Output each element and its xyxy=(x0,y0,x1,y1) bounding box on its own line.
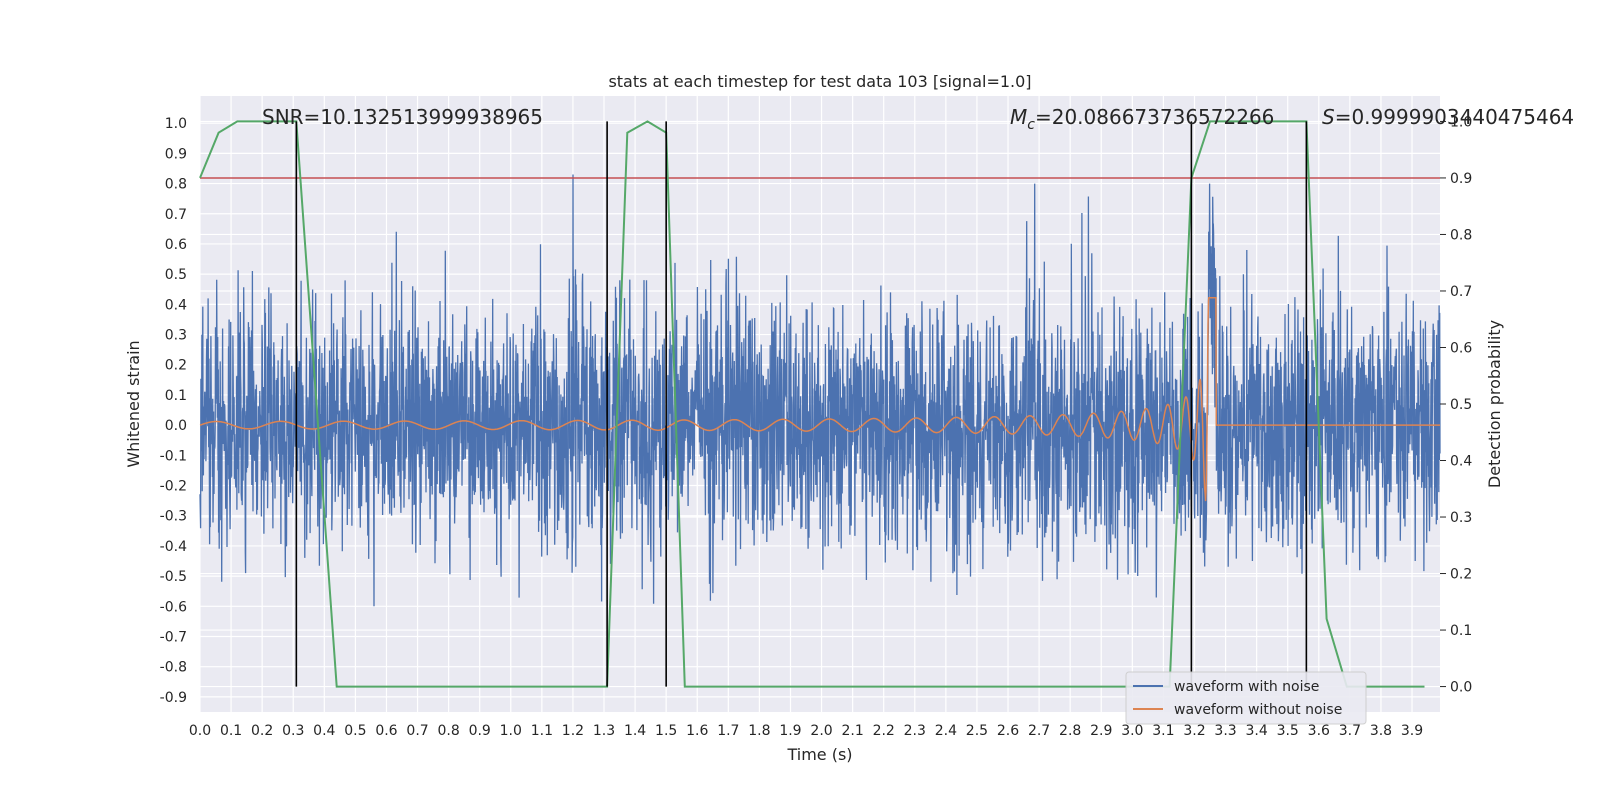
y2-tick-label: 0.0 xyxy=(1450,680,1472,696)
y2-tick-label: 0.9 xyxy=(1450,171,1472,187)
x-tick-label: 2.9 xyxy=(1090,723,1112,739)
x-tick-label: 2.0 xyxy=(810,723,832,739)
x-tick-label: 1.4 xyxy=(624,723,646,739)
s-symbol: S xyxy=(1322,105,1335,129)
y2-tick-label: 0.7 xyxy=(1450,284,1472,300)
x-tick-label: 1.7 xyxy=(717,723,739,739)
snr-annotation: SNR=10.132513999938965 xyxy=(262,105,543,129)
y-tick-label: 0.4 xyxy=(165,297,187,313)
y2-tick-labels: 1.0 0.9 0.8 0.7 0.6 0.5 0.4 0.3 0.2 0.1 0.0 xyxy=(1440,114,1472,696)
x-tick-label: 3.2 xyxy=(1183,723,1205,739)
legend-box xyxy=(1125,671,1367,725)
series-waveform-with-noise xyxy=(199,174,1441,607)
x-tick-label: 2.5 xyxy=(966,723,988,739)
y-tick-label: -0.5 xyxy=(160,569,187,585)
x-tick-label: 2.7 xyxy=(1028,723,1050,739)
x-tick-label: 0.5 xyxy=(344,723,366,739)
x-tick-label: 2.8 xyxy=(1059,723,1081,739)
y-tick-label: -0.4 xyxy=(160,539,187,555)
x-tick-label: 3.7 xyxy=(1339,723,1361,739)
y-tick-label: 0.2 xyxy=(165,358,187,374)
y-tick-label: -0.6 xyxy=(160,599,187,615)
event-markers xyxy=(295,121,1308,687)
x-tick-label: 3.8 xyxy=(1370,723,1392,739)
x-tick-label: 2.2 xyxy=(873,723,895,739)
y-tick-label: 1.0 xyxy=(165,116,187,132)
y-axis-label: Whitened strain xyxy=(124,340,143,467)
x-tick-label: 2.1 xyxy=(841,723,863,739)
x-tick-label: 0.6 xyxy=(375,723,397,739)
y-tick-label: 0.6 xyxy=(165,237,187,253)
x-tick-label: 1.3 xyxy=(593,723,615,739)
legend: waveform with noise waveform without noi… xyxy=(1125,671,1367,725)
y-tick-label: -0.1 xyxy=(160,448,187,464)
series-detection-probability xyxy=(199,120,1425,688)
x-tick-label: 2.6 xyxy=(997,723,1019,739)
y2-tick-label: 0.2 xyxy=(1450,567,1472,583)
x-tick-label: 3.3 xyxy=(1214,723,1236,739)
detection-probability-series xyxy=(199,120,1425,688)
y-tick-label: -0.7 xyxy=(160,630,187,646)
s-annotation: S=0.9999903440475464 xyxy=(1322,105,1574,129)
x-tick-label: 1.6 xyxy=(686,723,708,739)
x-tick-label: 1.5 xyxy=(655,723,677,739)
x-tick-label: 2.4 xyxy=(935,723,957,739)
y-tick-label: 0.0 xyxy=(165,418,187,434)
y-tick-label: -0.2 xyxy=(160,479,187,495)
y-tick-label: -0.9 xyxy=(160,690,187,706)
chart-title: stats at each timestep for test data 103… xyxy=(608,72,1031,91)
y-tick-label: 0.5 xyxy=(165,267,187,283)
y2-tick-label: 0.3 xyxy=(1450,510,1472,526)
mc-symbol: M xyxy=(1010,105,1027,129)
y-tick-label: 0.8 xyxy=(165,177,187,193)
x-tick-label: 0.7 xyxy=(406,723,428,739)
x-tick-label: 1.8 xyxy=(748,723,770,739)
x-tick-label: 0.1 xyxy=(220,723,242,739)
legend-label-clean: waveform without noise xyxy=(1174,702,1342,718)
x-tick-label: 0.0 xyxy=(189,723,211,739)
x-tick-label: 0.2 xyxy=(251,723,273,739)
y-tick-labels: 1.0 0.9 0.8 0.7 0.6 0.5 0.4 0.3 0.2 0.1 0.0 -0.1 -0.… xyxy=(160,116,187,706)
mc-subscript: c xyxy=(1027,117,1035,133)
y-tick-label: 0.7 xyxy=(165,207,187,223)
y2-tick-label: 0.8 xyxy=(1450,227,1472,243)
x-tick-label: 0.3 xyxy=(282,723,304,739)
x-tick-label: 3.9 xyxy=(1401,723,1423,739)
x-tick-label: 1.9 xyxy=(779,723,801,739)
x-tick-label: 1.0 xyxy=(500,723,522,739)
y2-tick-label: 1.0 xyxy=(1450,114,1472,130)
y2-axis-label: Detection probability xyxy=(1485,320,1504,488)
x-tick-label: 3.0 xyxy=(1121,723,1143,739)
y-tick-label: -0.8 xyxy=(160,660,187,676)
s-value: =0.9999903440475464 xyxy=(1335,105,1574,129)
x-tick-label: 3.4 xyxy=(1246,723,1268,739)
x-tick-label: 3.5 xyxy=(1277,723,1299,739)
clean-series xyxy=(199,296,1440,502)
x-tick-label: 0.4 xyxy=(313,723,335,739)
y-tick-label: 0.3 xyxy=(165,328,187,344)
y2-tick-label: 0.5 xyxy=(1450,397,1472,413)
mc-value: =20.086673736572266 xyxy=(1035,105,1274,129)
y-tick-label: 0.9 xyxy=(165,146,187,162)
y2-tick-label: 0.6 xyxy=(1450,340,1472,356)
legend-label-noise: waveform with noise xyxy=(1174,679,1319,695)
x-tick-label: 1.2 xyxy=(562,723,584,739)
noise-series xyxy=(199,174,1441,607)
y2-tick-label: 0.1 xyxy=(1450,623,1472,639)
x-tick-label: 3.1 xyxy=(1152,723,1174,739)
x-tick-label: 2.3 xyxy=(904,723,926,739)
x-tick-label: 1.1 xyxy=(531,723,553,739)
y2-tick-label: 0.4 xyxy=(1450,454,1472,470)
series-waveform-without-noise xyxy=(199,296,1440,502)
x-tick-label: 0.9 xyxy=(469,723,491,739)
x-tick-labels: 0.0 0.1 0.2 0.3 0.4 0.5 0.6 0.7 0.8 0.9 1.0 1.1 1.2 1… xyxy=(189,723,1423,739)
mc-annotation: Mc=20.086673736572266 xyxy=(1010,105,1274,133)
x-axis-label: Time (s) xyxy=(786,745,852,764)
y-tick-label: -0.3 xyxy=(160,509,187,525)
y-tick-label: 0.1 xyxy=(165,388,187,404)
x-tick-label: 0.8 xyxy=(437,723,459,739)
x-tick-label: 3.6 xyxy=(1308,723,1330,739)
